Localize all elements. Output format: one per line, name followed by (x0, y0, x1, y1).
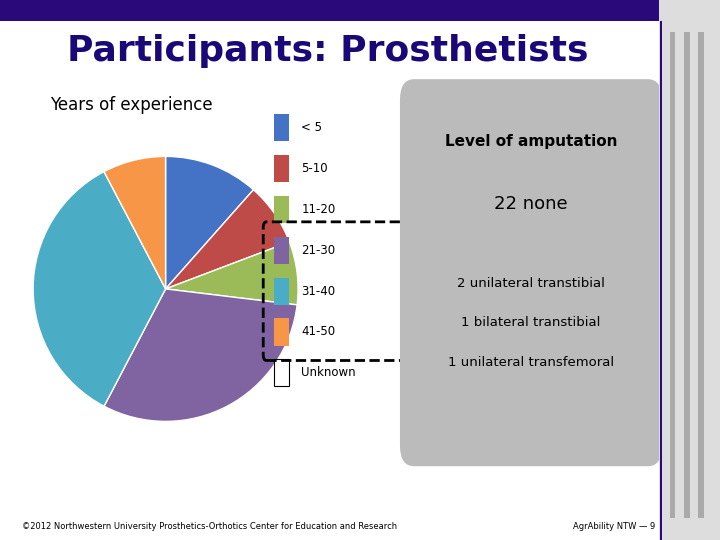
Text: 11-20: 11-20 (301, 203, 336, 216)
Text: 22 none: 22 none (494, 194, 568, 213)
Text: Years of experience: Years of experience (50, 96, 213, 114)
Text: AgrAbility NTW — 9: AgrAbility NTW — 9 (573, 522, 655, 531)
Bar (274, 196, 289, 223)
Text: 21-30: 21-30 (301, 244, 336, 257)
Text: 31-40: 31-40 (301, 285, 336, 298)
Wedge shape (104, 157, 166, 289)
Text: < 5: < 5 (301, 122, 323, 134)
Wedge shape (166, 190, 289, 289)
Text: 5-10: 5-10 (301, 162, 328, 175)
Wedge shape (166, 242, 298, 305)
Text: 41-50: 41-50 (301, 326, 336, 339)
FancyBboxPatch shape (400, 79, 662, 466)
Wedge shape (166, 157, 253, 289)
Bar (274, 278, 289, 305)
Bar (274, 114, 289, 141)
Bar (274, 155, 289, 183)
Text: 1 unilateral transfemoral: 1 unilateral transfemoral (448, 356, 614, 369)
Text: 1 bilateral transtibial: 1 bilateral transtibial (462, 316, 600, 329)
Text: Unknown: Unknown (301, 366, 356, 379)
Wedge shape (104, 289, 297, 421)
Bar (274, 319, 289, 346)
Text: Level of amputation: Level of amputation (445, 134, 617, 149)
Text: 2 unilateral transtibial: 2 unilateral transtibial (457, 276, 605, 289)
Bar (274, 359, 289, 387)
Text: ©2012 Northwestern University Prosthetics-Orthotics Center for Education and Res: ©2012 Northwestern University Prosthetic… (22, 522, 397, 531)
Bar (274, 237, 289, 264)
Text: Participants: Prosthetists: Participants: Prosthetists (67, 34, 588, 68)
Wedge shape (33, 172, 166, 406)
